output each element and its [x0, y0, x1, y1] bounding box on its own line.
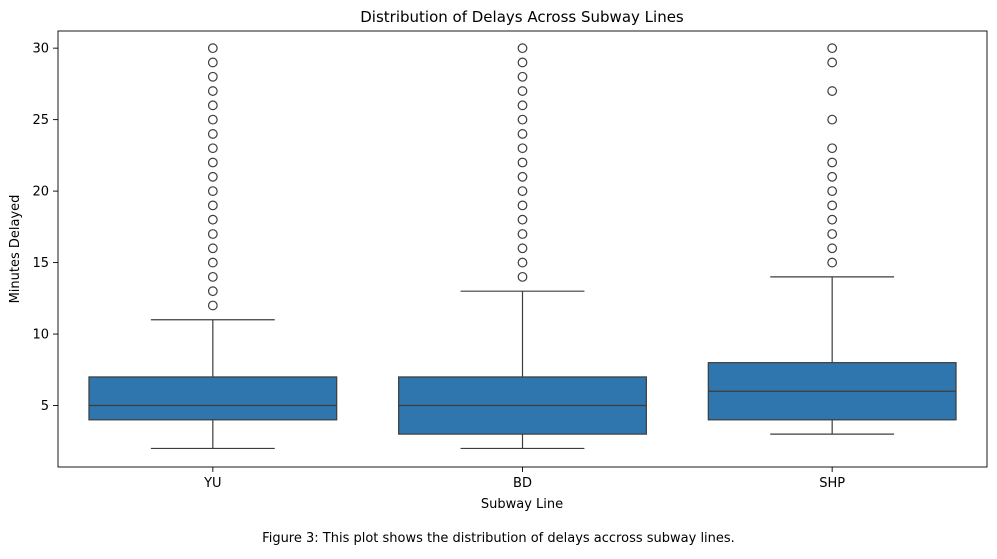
outlier-point [517, 143, 528, 154]
outlier-point [207, 243, 218, 254]
outlier-point [207, 300, 218, 311]
outlier-point [207, 43, 218, 54]
outlier-point [517, 271, 528, 282]
outlier-point [207, 186, 218, 197]
outlier-point [827, 229, 838, 239]
outlier-point [827, 257, 838, 268]
outlier-point [207, 214, 218, 225]
outlier-point [517, 71, 528, 82]
outlier-point [517, 200, 528, 211]
outlier-point [207, 271, 218, 282]
outlier-point [517, 100, 528, 111]
outlier-point [207, 200, 218, 211]
outlier-point [827, 114, 838, 125]
outlier-point [827, 214, 838, 225]
outlier-point [827, 243, 838, 254]
outlier-point [207, 157, 218, 168]
outlier-point [207, 114, 218, 125]
y-tick-label: 15 [32, 256, 49, 271]
y-tick-label: 5 [41, 399, 49, 414]
outlier-point [207, 86, 218, 96]
y-tick-label: 10 [32, 328, 49, 343]
x-tick-label: YU [203, 476, 221, 491]
outlier-point [207, 229, 218, 239]
outlier-point [517, 157, 528, 168]
outlier-point [827, 57, 838, 68]
outlier-point [517, 114, 528, 125]
outlier-point [517, 43, 528, 54]
outlier-point [207, 100, 218, 111]
outlier-point [517, 129, 528, 139]
plot-frame [57, 30, 988, 468]
outlier-point [207, 171, 218, 182]
x-axis-label: Subway Line [481, 497, 563, 512]
chart-title: Distribution of Delays Across Subway Lin… [360, 8, 684, 26]
outlier-point [827, 157, 838, 168]
outlier-point [517, 243, 528, 254]
box-iqr [88, 376, 338, 421]
x-tick-label: SHP [819, 476, 845, 491]
outlier-point [207, 257, 218, 268]
outlier-point [827, 143, 838, 154]
y-axis-label: Minutes Delayed [8, 195, 23, 304]
outlier-point [207, 57, 218, 68]
y-tick-label: 25 [32, 113, 49, 128]
outlier-point [827, 200, 838, 211]
outlier-point [517, 57, 528, 68]
y-tick-label: 30 [32, 42, 49, 57]
outlier-point [827, 86, 838, 96]
outlier-point [517, 186, 528, 197]
outlier-point [207, 143, 218, 154]
outlier-point [827, 186, 838, 197]
y-tick-label: 20 [32, 185, 49, 200]
outlier-point [517, 171, 528, 182]
figure-caption: Figure 3: This plot shows the distributi… [262, 531, 735, 546]
outlier-point [827, 171, 838, 182]
outlier-point [517, 86, 528, 96]
outlier-point [207, 71, 218, 82]
x-tick-label: BD [513, 476, 532, 491]
outlier-point [517, 229, 528, 239]
outlier-point [517, 257, 528, 268]
outlier-point [207, 286, 218, 297]
outlier-point [827, 43, 838, 54]
outlier-point [207, 129, 218, 139]
outlier-point [517, 214, 528, 225]
